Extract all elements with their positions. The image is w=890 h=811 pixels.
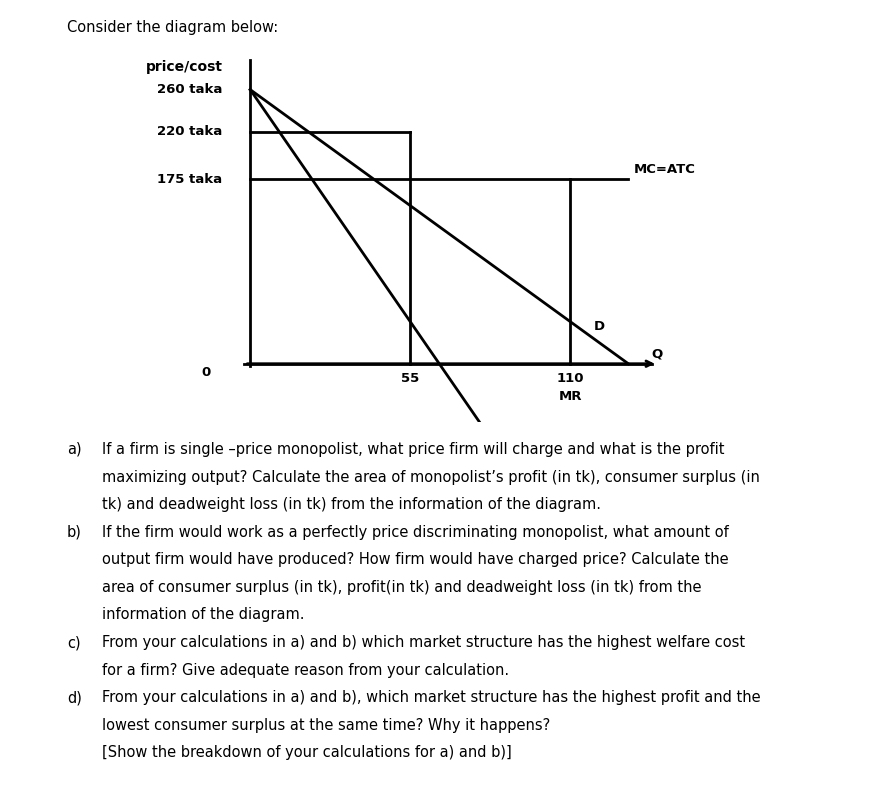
Text: D: D bbox=[594, 320, 604, 333]
Text: 220 taka: 220 taka bbox=[158, 125, 222, 139]
Text: c): c) bbox=[67, 635, 80, 650]
Text: area of consumer surplus (in tk), profit(in tk) and deadweight loss (in tk) from: area of consumer surplus (in tk), profit… bbox=[102, 580, 702, 594]
Text: tk) and deadweight loss (in tk) from the information of the diagram.: tk) and deadweight loss (in tk) from the… bbox=[102, 497, 602, 512]
Text: for a firm? Give adequate reason from your calculation.: for a firm? Give adequate reason from yo… bbox=[102, 663, 509, 677]
Text: Consider the diagram below:: Consider the diagram below: bbox=[67, 20, 278, 35]
Text: 110: 110 bbox=[556, 372, 584, 385]
Text: Q: Q bbox=[651, 348, 663, 361]
Text: From your calculations in a) and b), which market structure has the highest prof: From your calculations in a) and b), whi… bbox=[102, 690, 761, 705]
Text: MR: MR bbox=[558, 390, 582, 403]
Text: price/cost: price/cost bbox=[145, 60, 222, 74]
Text: 55: 55 bbox=[401, 372, 419, 385]
Text: lowest consumer surplus at the same time? Why it happens?: lowest consumer surplus at the same time… bbox=[102, 718, 551, 732]
Text: MC=ATC: MC=ATC bbox=[635, 163, 696, 176]
Text: b): b) bbox=[67, 525, 82, 539]
Text: maximizing output? Calculate the area of monopolist’s profit (in tk), consumer s: maximizing output? Calculate the area of… bbox=[102, 470, 760, 484]
Text: From your calculations in a) and b) which market structure has the highest welfa: From your calculations in a) and b) whic… bbox=[102, 635, 746, 650]
Text: a): a) bbox=[67, 442, 81, 457]
Text: 260 taka: 260 taka bbox=[158, 83, 222, 97]
Text: information of the diagram.: information of the diagram. bbox=[102, 607, 305, 622]
Text: [Show the breakdown of your calculations for a) and b)]: [Show the breakdown of your calculations… bbox=[102, 745, 512, 760]
Text: 0: 0 bbox=[202, 366, 211, 379]
Text: d): d) bbox=[67, 690, 82, 705]
Text: If a firm is single –price monopolist, what price firm will charge and what is t: If a firm is single –price monopolist, w… bbox=[102, 442, 724, 457]
Text: If the firm would work as a perfectly price discriminating monopolist, what amou: If the firm would work as a perfectly pr… bbox=[102, 525, 729, 539]
Text: output firm would have produced? How firm would have charged price? Calculate th: output firm would have produced? How fir… bbox=[102, 552, 729, 567]
Text: 175 taka: 175 taka bbox=[158, 173, 222, 186]
